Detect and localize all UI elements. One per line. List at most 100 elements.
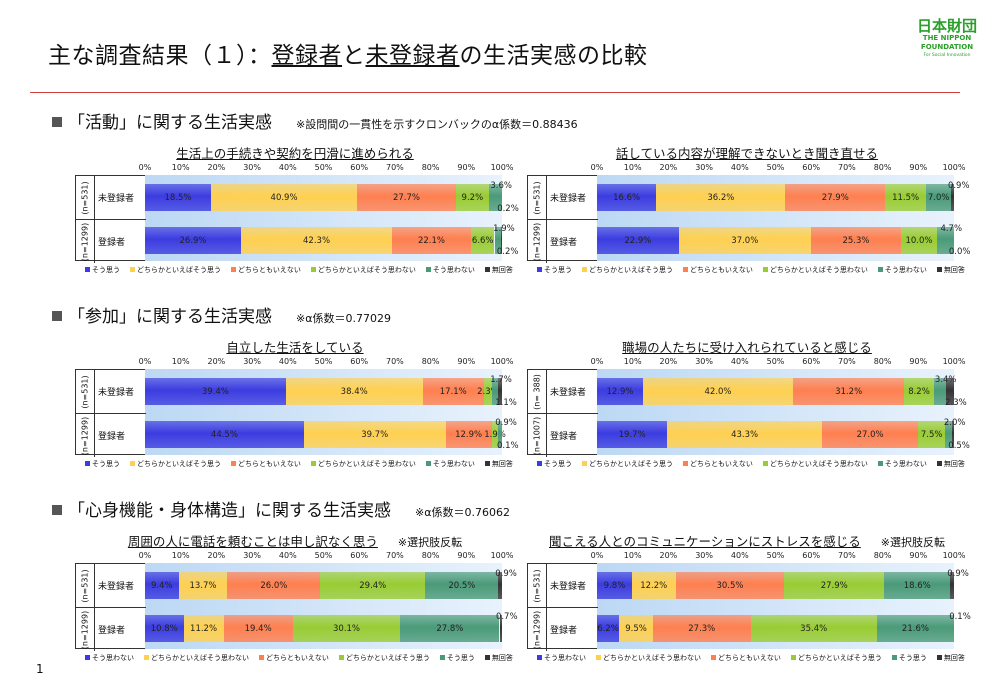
legend-item: どちらかといえばそう思う — [790, 653, 882, 663]
data-label: 9.8% — [603, 581, 626, 591]
data-label: 36.2% — [707, 193, 735, 203]
x-tick-label: 80% — [421, 357, 440, 366]
title-registered: 登録者 — [271, 43, 342, 69]
sample-size: (n= 388) — [528, 370, 547, 413]
bar-segment — [470, 227, 495, 254]
legend-label: どちらともいえない — [238, 460, 301, 468]
legend-swatch-icon — [683, 461, 688, 466]
bar-segment — [223, 615, 293, 642]
legend-swatch-icon — [484, 461, 490, 466]
bar-segment — [945, 421, 953, 448]
x-tick-label: 60% — [802, 357, 821, 366]
data-label: 17.1% — [439, 387, 467, 397]
x-tick-label: 100% — [942, 357, 966, 366]
bar-segment — [821, 421, 919, 448]
row-labels: (n=531) 未登録者 (n=1299) 登録者 — [75, 563, 146, 651]
bar-segment — [492, 378, 499, 405]
x-tick-label: 60% — [802, 551, 821, 560]
data-label: 27.8% — [436, 624, 464, 634]
data-label: 19.7% — [618, 430, 646, 440]
legend-swatch-icon — [338, 655, 344, 660]
row-label: (n=531) 未登録者 — [76, 176, 146, 219]
legend: そう思わない どちらかといえばそう思わない どちらともいえない どちらかといえばそう思… — [537, 653, 967, 663]
bar-segment — [810, 227, 902, 254]
bar-segment — [950, 572, 954, 599]
legend-label: そう思わない — [432, 266, 475, 274]
legend-label: どちらかといえばそう思わない — [769, 460, 868, 468]
row-label: (n=1299) 登録者 — [76, 607, 146, 651]
sample-size-text: (n=1299) — [80, 222, 90, 261]
data-label: 8.2% — [908, 387, 930, 397]
legend-item: どちらかといえばそう思う — [582, 459, 673, 469]
title-part: と — [342, 43, 366, 69]
legend-label: そう思わない — [884, 460, 927, 468]
bar-segment — [667, 421, 822, 448]
legend-swatch-icon — [85, 655, 90, 660]
bar-segment — [241, 227, 393, 254]
legend-item: そう思う — [891, 653, 927, 663]
chart-ask-again: 話している内容が理解できないとき聞き直せる 0% 10% 20% 30% 40% 50% 60… — [527, 146, 970, 293]
bar-segment — [392, 227, 471, 254]
data-label: 10.8% — [150, 624, 178, 634]
bar-segment — [455, 184, 489, 211]
logo-mark: 日本財団 — [916, 17, 977, 35]
legend-label: 無回答 — [943, 654, 965, 662]
legend-item: どちらかといえばそう思う — [130, 265, 221, 275]
legend-swatch-icon — [877, 461, 883, 466]
bar-segment — [653, 615, 751, 642]
sample-size-text: (n=531) — [80, 180, 90, 215]
data-label: 6.6% — [471, 236, 494, 246]
section-title: 「活動」に関する生活実感 — [68, 113, 272, 133]
x-tick-label: 70% — [838, 357, 856, 366]
legend-swatch-icon — [596, 655, 601, 660]
legend-item: どちらかといえばそう思わない — [762, 265, 868, 275]
sample-size: (n=531) — [76, 564, 95, 607]
sample-size-text: (n=531) — [80, 374, 90, 409]
bar-segment — [926, 184, 952, 211]
x-tick-label: 80% — [873, 551, 892, 560]
section-heading: 「活動」に関する生活実感 ※設問間の一貫性を示すクロンバックのα係数＝0.8843… — [52, 108, 578, 133]
bar-segment — [488, 184, 502, 211]
data-label: 2.0% — [943, 418, 966, 428]
sample-size: (n=1299) — [76, 414, 95, 457]
page-number: 1 — [36, 662, 44, 676]
x-tick-label: 0% — [590, 357, 604, 366]
chart-title: 職場の人たちに受け入れられていると感じる — [527, 337, 967, 356]
bar-segment — [884, 572, 951, 599]
group-label: 登録者 — [98, 432, 126, 442]
legend-item: 無回答 — [484, 653, 513, 663]
data-label: 19.4% — [244, 624, 272, 634]
data-label: 27.9% — [821, 193, 849, 203]
legend-item: そう思わない — [537, 653, 586, 663]
bar-segment — [936, 227, 954, 254]
legend-swatch-icon — [85, 267, 90, 272]
legend-label: どちらかといえばそう思わない — [603, 654, 701, 662]
data-label: 1.9% — [493, 224, 515, 234]
bar-segment — [792, 378, 905, 405]
x-tick-label: 0% — [138, 551, 152, 560]
legend-label: どちらともいえない — [238, 266, 301, 274]
legend-item: どちらともいえない — [259, 653, 329, 663]
x-tick-label: 20% — [207, 551, 226, 560]
group-label: 未登録者 — [550, 194, 587, 204]
row-label: (n=531) 未登録者 — [76, 564, 146, 607]
data-label: 11.2% — [190, 624, 218, 634]
legend-item: そう思う — [537, 265, 572, 275]
bar-segment — [597, 378, 644, 405]
group-label: 登録者 — [550, 626, 578, 636]
legend-label: そう思う — [544, 266, 572, 274]
bar-segment — [675, 572, 785, 599]
legend-label: どちらともいえない — [266, 654, 329, 662]
legend-swatch-icon — [582, 461, 587, 466]
data-label: 0.2% — [496, 247, 519, 257]
x-tick-label: 0% — [590, 551, 604, 560]
x-tick-label: 90% — [457, 357, 476, 366]
sample-size: (n=531) — [528, 176, 547, 219]
sample-size-text: (n= 388) — [532, 373, 542, 410]
legend-item: どちらかといえばそう思う — [338, 653, 430, 663]
sample-size-text: (n=1299) — [532, 610, 542, 649]
bar-segment — [498, 572, 502, 599]
group-label: 登録者 — [550, 432, 578, 442]
data-label: 7.0% — [927, 193, 950, 203]
section-note: ※設問間の一貫性を示すクロンバックのα係数＝0.88436 — [296, 118, 578, 131]
